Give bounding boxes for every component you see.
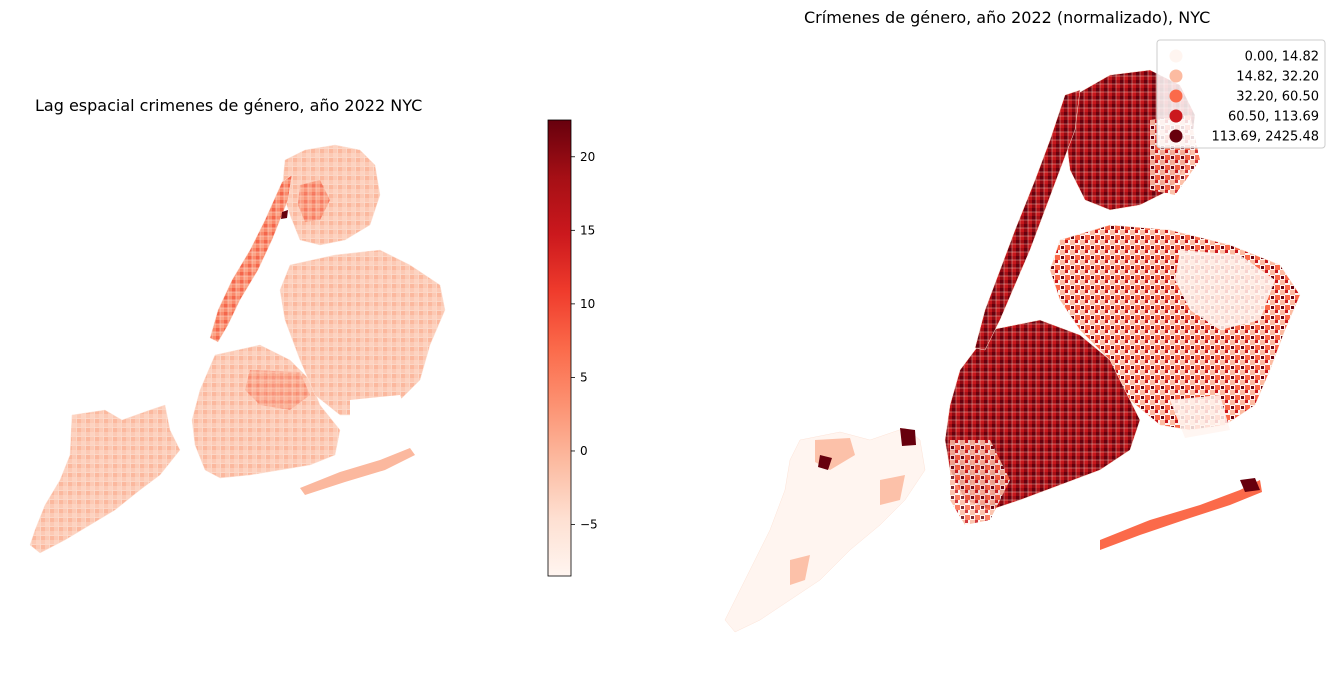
right-map-staten-patches (790, 438, 905, 585)
colorbar-tick-label: 10 (580, 297, 595, 311)
legend-label: 113.69, 2425.48 (1211, 130, 1319, 145)
colorbar-tick-label: 15 (580, 223, 595, 237)
left-map-brooklyn-hotspot (245, 370, 310, 410)
legend-box (1156, 39, 1326, 149)
left-map-bronx (281, 144, 381, 246)
right-map-staten-dark (818, 428, 916, 470)
legend: 0.00, 14.82 14.82, 32.20 32.20, 60.50 60.50… (1156, 39, 1326, 149)
right-map (724, 69, 1301, 633)
colorbar-tick-label: 20 (580, 150, 595, 164)
colorbar: 20 15 10 5 0 −5 (547, 119, 598, 577)
right-map-rockaway-dark (1240, 478, 1260, 492)
left-map-rockaway (300, 448, 415, 495)
right-map-queens-light (1170, 250, 1275, 438)
legend-label: 0.00, 14.82 (1245, 50, 1319, 65)
left-map (29, 144, 446, 554)
colorbar-ticks: 20 15 10 5 0 −5 (571, 150, 598, 532)
right-map-manhattan (974, 89, 1081, 351)
left-map-title: Lag espacial crimenes de género, año 202… (35, 96, 423, 115)
colorbar-tick-label: 5 (580, 370, 588, 384)
colorbar-gradient (547, 119, 572, 577)
legend-marker (1169, 89, 1183, 103)
legend-marker (1169, 49, 1183, 63)
legend-label: 32.20, 60.50 (1236, 90, 1319, 105)
left-map-manhattan-dark-spot (281, 210, 288, 219)
right-map-rockaway (1100, 480, 1262, 550)
left-map-queens (279, 249, 446, 416)
colorbar-tick-label: −5 (580, 518, 598, 532)
left-map-manhattan (209, 174, 293, 343)
right-map-brooklyn-outer (950, 440, 1010, 525)
legend-items: 0.00, 14.82 14.82, 32.20 32.20, 60.50 60.50… (1169, 49, 1319, 145)
left-map-jamaica-bay (350, 395, 410, 435)
left-map-bronx-hotspot (298, 180, 330, 222)
legend-label: 60.50, 113.69 (1228, 110, 1319, 125)
legend-label: 14.82, 32.20 (1236, 70, 1319, 85)
colorbar-tick-label: 0 (580, 444, 588, 458)
legend-marker (1169, 109, 1183, 123)
legend-marker (1169, 129, 1183, 143)
left-map-brooklyn (191, 344, 341, 479)
right-map-title: Crímenes de género, año 2022 (normalizad… (804, 8, 1211, 27)
legend-marker (1169, 69, 1183, 83)
left-map-staten-island (29, 404, 181, 554)
